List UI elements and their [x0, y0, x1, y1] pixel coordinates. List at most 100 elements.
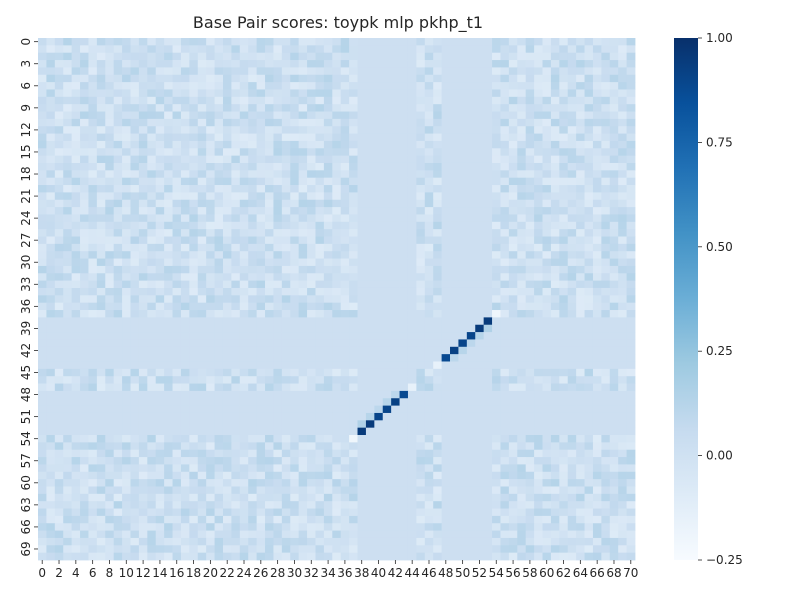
heatmap-cell: [189, 332, 198, 340]
heatmap-cell: [551, 413, 560, 421]
heatmap-cell: [324, 97, 333, 105]
heatmap-cell: [97, 273, 106, 281]
heatmap-cell: [164, 75, 173, 83]
heatmap-cell: [130, 317, 139, 325]
heatmap-cell: [509, 303, 518, 311]
heatmap-cell: [585, 376, 594, 384]
heatmap-cell: [332, 273, 341, 281]
heatmap-cell: [433, 207, 442, 215]
heatmap-cell: [391, 75, 400, 83]
heatmap-cell: [593, 406, 602, 414]
heatmap-cell: [139, 170, 148, 178]
heatmap-cell: [383, 428, 392, 436]
heatmap-cell: [156, 303, 165, 311]
heatmap-cell: [585, 156, 594, 164]
heatmap-cell: [492, 376, 501, 384]
heatmap-cell: [63, 479, 72, 487]
heatmap-cell: [400, 406, 409, 414]
heatmap-cell: [475, 148, 484, 156]
heatmap-cell: [88, 192, 97, 200]
heatmap-cell: [543, 266, 552, 274]
heatmap-cell: [416, 442, 425, 450]
heatmap-cell: [433, 156, 442, 164]
heatmap-cell: [46, 192, 55, 200]
heatmap-cell: [55, 200, 64, 208]
heatmap-cell: [576, 523, 585, 531]
heatmap-cell: [315, 501, 324, 509]
heatmap-cell: [601, 317, 610, 325]
heatmap-cell: [543, 251, 552, 259]
heatmap-cell: [257, 89, 266, 97]
heatmap-cell: [307, 303, 316, 311]
heatmap-cell: [88, 398, 97, 406]
heatmap-cell: [601, 126, 610, 134]
heatmap-cell: [416, 457, 425, 465]
heatmap-cell: [618, 288, 627, 296]
heatmap-cell: [240, 104, 249, 112]
heatmap-cell: [433, 126, 442, 134]
heatmap-cell: [585, 347, 594, 355]
heatmap-cell: [383, 384, 392, 392]
heatmap-cell: [248, 347, 257, 355]
heatmap-cell: [433, 60, 442, 68]
heatmap-cell: [46, 303, 55, 311]
heatmap-cell: [585, 97, 594, 105]
heatmap-cell: [492, 89, 501, 97]
heatmap-cell: [559, 281, 568, 289]
heatmap-cell: [484, 413, 493, 421]
heatmap-cell: [332, 38, 341, 46]
heatmap-cell: [332, 200, 341, 208]
heatmap-cell: [358, 266, 367, 274]
heatmap-cell: [215, 119, 224, 127]
heatmap-cell: [458, 266, 467, 274]
heatmap-cell: [257, 60, 266, 68]
heatmap-cell: [88, 347, 97, 355]
heatmap-cell: [72, 398, 81, 406]
heatmap-cell: [240, 384, 249, 392]
heatmap-cell: [593, 413, 602, 421]
heatmap-cell: [341, 457, 350, 465]
heatmap-cell: [55, 104, 64, 112]
heatmap-cell: [282, 369, 291, 377]
heatmap-cell: [627, 156, 636, 164]
heatmap-cell: [467, 170, 476, 178]
heatmap-cell: [122, 332, 131, 340]
heatmap-cell: [601, 332, 610, 340]
heatmap-cell: [517, 413, 526, 421]
heatmap-cell: [290, 494, 299, 502]
heatmap-cell: [568, 222, 577, 230]
heatmap-cell: [240, 178, 249, 186]
heatmap-cell: [576, 325, 585, 333]
heatmap-cell: [181, 384, 190, 392]
heatmap-cell: [273, 89, 282, 97]
heatmap-cell: [458, 406, 467, 414]
heatmap-cell: [80, 97, 89, 105]
heatmap-cell: [500, 163, 509, 171]
heatmap-cell: [88, 501, 97, 509]
heatmap-cell: [500, 200, 509, 208]
heatmap-cell: [223, 67, 232, 75]
heatmap-cell: [627, 104, 636, 112]
heatmap-cell: [610, 435, 619, 443]
heatmap-cell: [358, 347, 367, 355]
heatmap-cell: [72, 38, 81, 46]
heatmap-cell: [543, 288, 552, 296]
heatmap-cell: [559, 317, 568, 325]
heatmap-cell: [585, 200, 594, 208]
heatmap-cell: [627, 398, 636, 406]
heatmap-cell: [273, 75, 282, 83]
heatmap-cell: [332, 325, 341, 333]
heatmap-cell: [156, 119, 165, 127]
heatmap-cell: [105, 531, 114, 539]
heatmap-cell: [72, 178, 81, 186]
heatmap-cell: [164, 406, 173, 414]
heatmap-cell: [332, 156, 341, 164]
heatmap-cell: [173, 310, 182, 318]
heatmap-cell: [458, 53, 467, 61]
heatmap-cell: [257, 259, 266, 267]
heatmap-cell: [80, 244, 89, 252]
heatmap-cell: [467, 376, 476, 384]
heatmap-cell: [72, 266, 81, 274]
heatmap-cell: [543, 457, 552, 465]
heatmap-cell: [315, 126, 324, 134]
